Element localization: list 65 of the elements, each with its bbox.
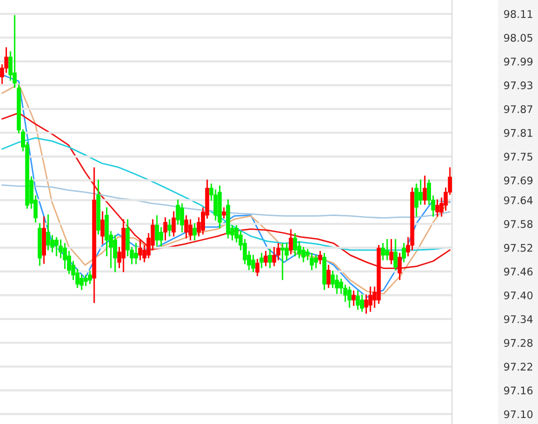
- y-tick-label: 97.87: [504, 105, 532, 114]
- candlestick: [310, 252, 314, 270]
- y-tick-label: 97.64: [504, 196, 533, 204]
- candlestick: [192, 223, 197, 240]
- candlestick: [288, 229, 293, 254]
- candlestick: [134, 243, 138, 264]
- candlestick: [88, 270, 92, 284]
- y-tick-label: 97.22: [504, 362, 532, 371]
- candlestick: [100, 211, 105, 244]
- candlestick: [163, 217, 168, 240]
- y-tick-label: 97.34: [504, 315, 533, 324]
- y-tick-label: 98.05: [504, 34, 532, 42]
- candlestick: [255, 258, 260, 276]
- candlestick: [334, 274, 339, 294]
- candlestick: [360, 294, 364, 312]
- candlestick: [347, 286, 352, 308]
- y-tick-label: 97.28: [504, 338, 532, 347]
- candlestick: [167, 219, 172, 236]
- candlestick: [46, 214, 50, 250]
- candlestick: [264, 250, 268, 266]
- candlestick: [393, 239, 398, 270]
- candlestick: [260, 252, 264, 268]
- candlestick: [314, 254, 318, 268]
- y-tick-label: 97.58: [504, 220, 532, 228]
- candlestick: [54, 237, 59, 256]
- candlestick: [113, 235, 118, 272]
- candlestick: [356, 290, 360, 310]
- candlestick: [318, 250, 322, 264]
- candlestick: [268, 248, 272, 268]
- candlestick: [414, 184, 418, 217]
- candlestick: [352, 290, 356, 306]
- candlestick: [251, 254, 256, 272]
- candlestick: [385, 239, 390, 260]
- y-tick-label: 97.69: [504, 176, 532, 184]
- candlestick: [422, 176, 427, 205]
- y-tick-label: 97.81: [504, 128, 532, 137]
- candlestick: [159, 227, 164, 246]
- candlestick: [138, 239, 142, 260]
- y-tick-label: 97.99: [504, 58, 532, 66]
- y-tick-label: 97.52: [504, 244, 532, 252]
- y-tick-label: 97.46: [504, 268, 533, 276]
- candlestick: [389, 239, 394, 264]
- candlestick: [188, 219, 192, 240]
- candlestick: [154, 215, 159, 246]
- y-tick-label: 97.16: [504, 386, 533, 394]
- y-tick-label: 97.40: [504, 291, 533, 300]
- candlestick: [326, 264, 331, 288]
- candlestick: [418, 180, 423, 205]
- candlestick: [402, 243, 406, 262]
- candlestick: [435, 199, 440, 217]
- candlestick: [368, 286, 372, 312]
- y-tick-label: 97.93: [504, 81, 532, 90]
- candlestick: [398, 252, 402, 280]
- candlestick: [280, 243, 285, 280]
- candlestick: [172, 211, 176, 236]
- candlestick: [380, 243, 385, 260]
- candlestick: [222, 207, 226, 219]
- y-tick-label: 97.75: [504, 152, 532, 161]
- candlestick: [84, 274, 88, 286]
- candlestick: [293, 233, 298, 256]
- y-tick-label: 97.10: [504, 410, 533, 418]
- candlestick: [184, 215, 188, 238]
- candlestick: [272, 246, 276, 266]
- candlestick: [180, 203, 184, 233]
- y-tick-label: 98.11: [504, 10, 532, 18]
